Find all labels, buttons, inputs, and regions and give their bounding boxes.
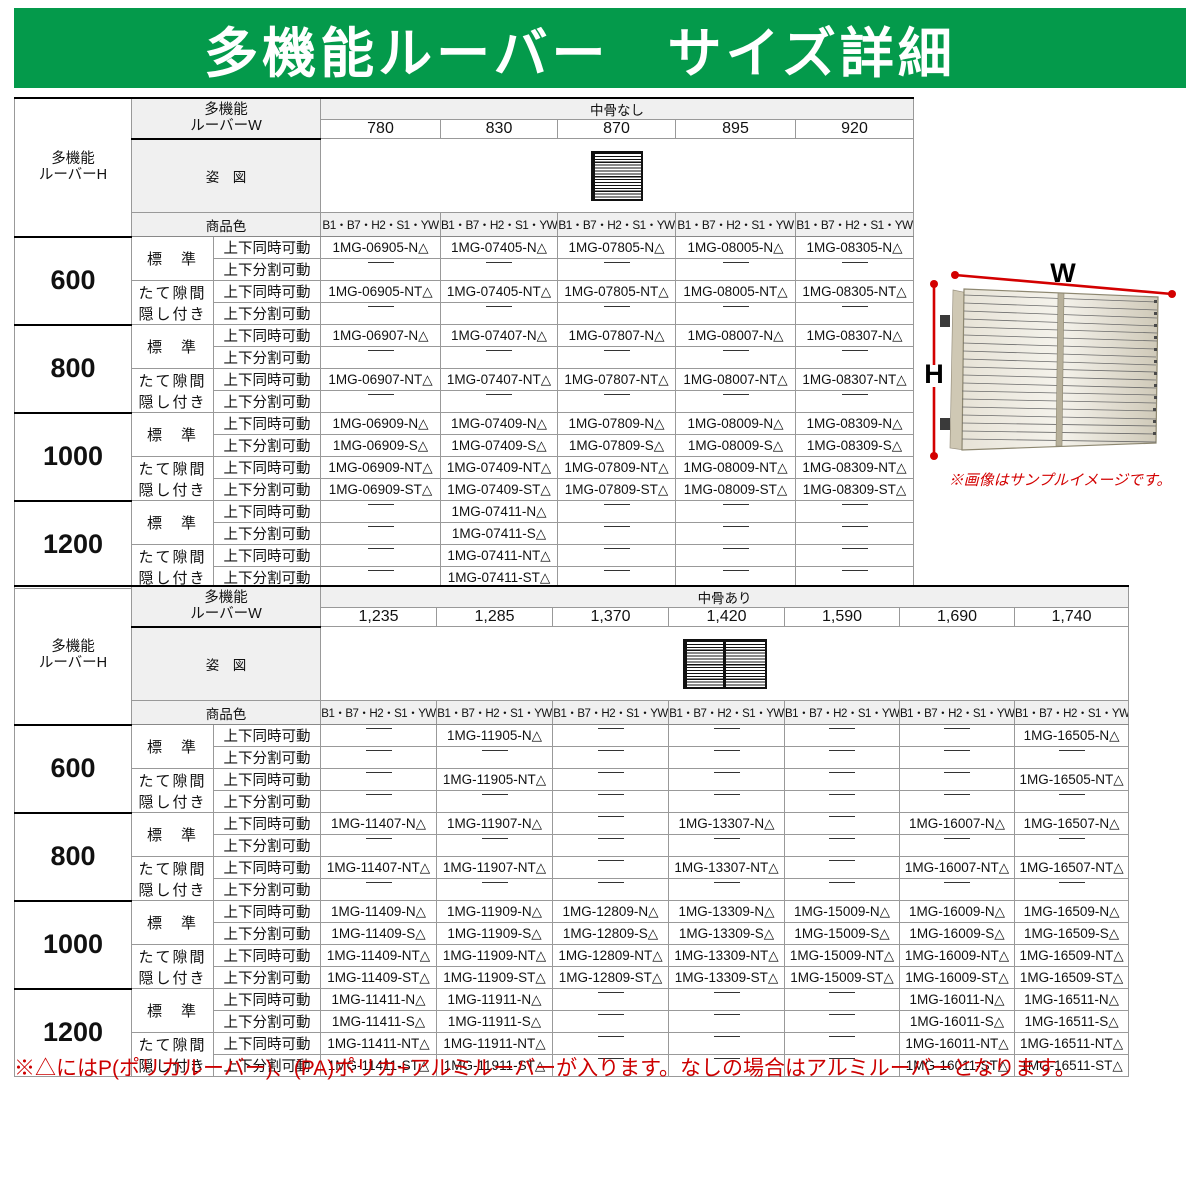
svg-text:※画像はサンプルイメージです。: ※画像はサンプルイメージです。: [949, 472, 1172, 489]
svg-text:H: H: [924, 359, 944, 389]
svg-text:W: W: [1050, 260, 1076, 288]
